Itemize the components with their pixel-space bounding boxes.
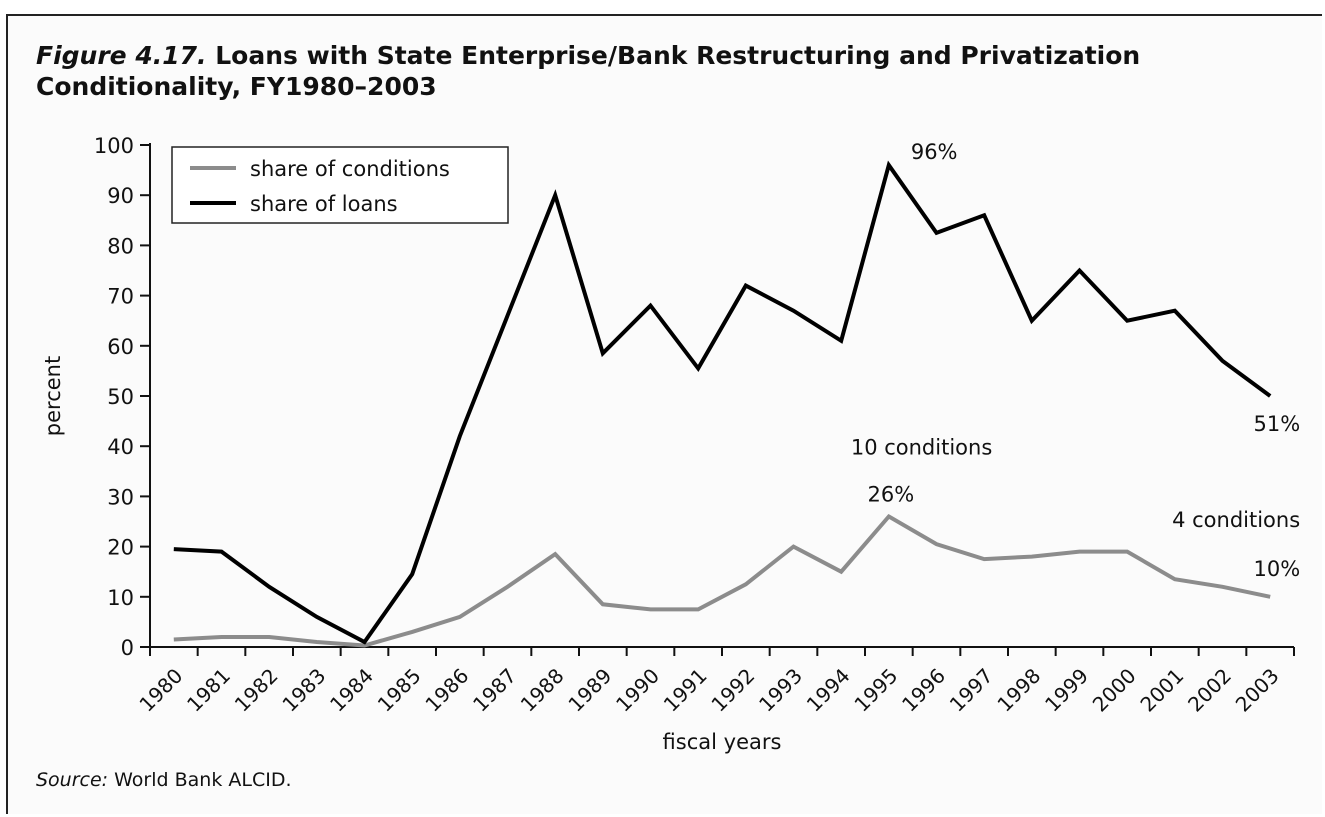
x-tick-label: 2002	[1183, 664, 1236, 717]
x-tick-label: 1999	[1040, 664, 1093, 717]
source-text: World Bank ALCID.	[114, 769, 292, 791]
legend-label: share of loans	[250, 192, 398, 216]
y-tick-label: 10	[107, 586, 134, 610]
y-tick-label: 100	[94, 134, 134, 158]
x-tick-label: 2003	[1231, 664, 1284, 717]
source-label: Source:	[36, 769, 109, 791]
series-line-share-of-loans	[173, 160, 1272, 645]
x-tick-label: 1987	[468, 664, 521, 717]
y-tick-label: 20	[107, 536, 134, 560]
y-tick-label: 40	[107, 435, 134, 459]
y-tick-label: 70	[107, 285, 134, 309]
x-tick-label: 1990	[611, 664, 664, 717]
legend-label: share of conditions	[250, 157, 450, 181]
figure-title: Figure 4.17. Loans with State Enterprise…	[36, 40, 1296, 102]
y-tick-label: 60	[107, 335, 134, 359]
x-tick-label: 1992	[706, 664, 759, 717]
y-tick-label: 90	[107, 184, 134, 208]
x-tick-label: 1985	[373, 664, 426, 717]
series-line-share-of-conditions	[173, 513, 1271, 648]
x-tick-label: 1981	[182, 664, 235, 717]
x-tick-label: 1980	[134, 664, 187, 717]
legend: share of conditions share of loans	[171, 146, 509, 224]
figure-label: Figure 4.17.	[36, 41, 207, 70]
y-axis-title: percent	[41, 356, 65, 436]
x-tick-label: 1982	[230, 664, 283, 717]
x-tick-label: 1986	[420, 664, 473, 717]
annotation-label: 26%	[867, 482, 914, 506]
x-tick-label: 1998	[992, 664, 1045, 717]
x-tick-label: 2000	[1088, 664, 1141, 717]
y-tick-label: 30	[107, 485, 134, 509]
y-tick-label: 50	[107, 385, 134, 409]
x-tick-label: 1991	[659, 664, 712, 717]
y-tick-label: 0	[121, 636, 134, 660]
x-tick-label: 1997	[945, 664, 998, 717]
x-tick-label: 1989	[563, 664, 616, 717]
annotation-label: 10 conditions	[851, 435, 992, 459]
x-tick-label: 1983	[277, 664, 330, 717]
x-tick-label: 1996	[897, 664, 950, 717]
x-tick-label: 1984	[325, 664, 378, 717]
x-tick-label: 1993	[754, 664, 807, 717]
x-tick-label: 1994	[802, 664, 855, 717]
x-tick-label: 1988	[516, 664, 569, 717]
y-tick-label: 80	[107, 234, 134, 258]
x-axis-title: fiscal years	[663, 730, 782, 754]
source-note: Source: World Bank ALCID.	[36, 769, 292, 791]
legend-box	[171, 146, 509, 224]
annotation-label: 96%	[911, 140, 958, 164]
figure-title-text: Loans with State Enterprise/Bank Restruc…	[36, 41, 1141, 101]
annotation-label: 10%	[1253, 557, 1300, 581]
x-tick-label: 1995	[849, 664, 902, 717]
annotation-label: 51%	[1253, 412, 1300, 436]
annotation-label: 4 conditions	[1172, 508, 1300, 532]
x-tick-label: 2001	[1135, 664, 1188, 717]
